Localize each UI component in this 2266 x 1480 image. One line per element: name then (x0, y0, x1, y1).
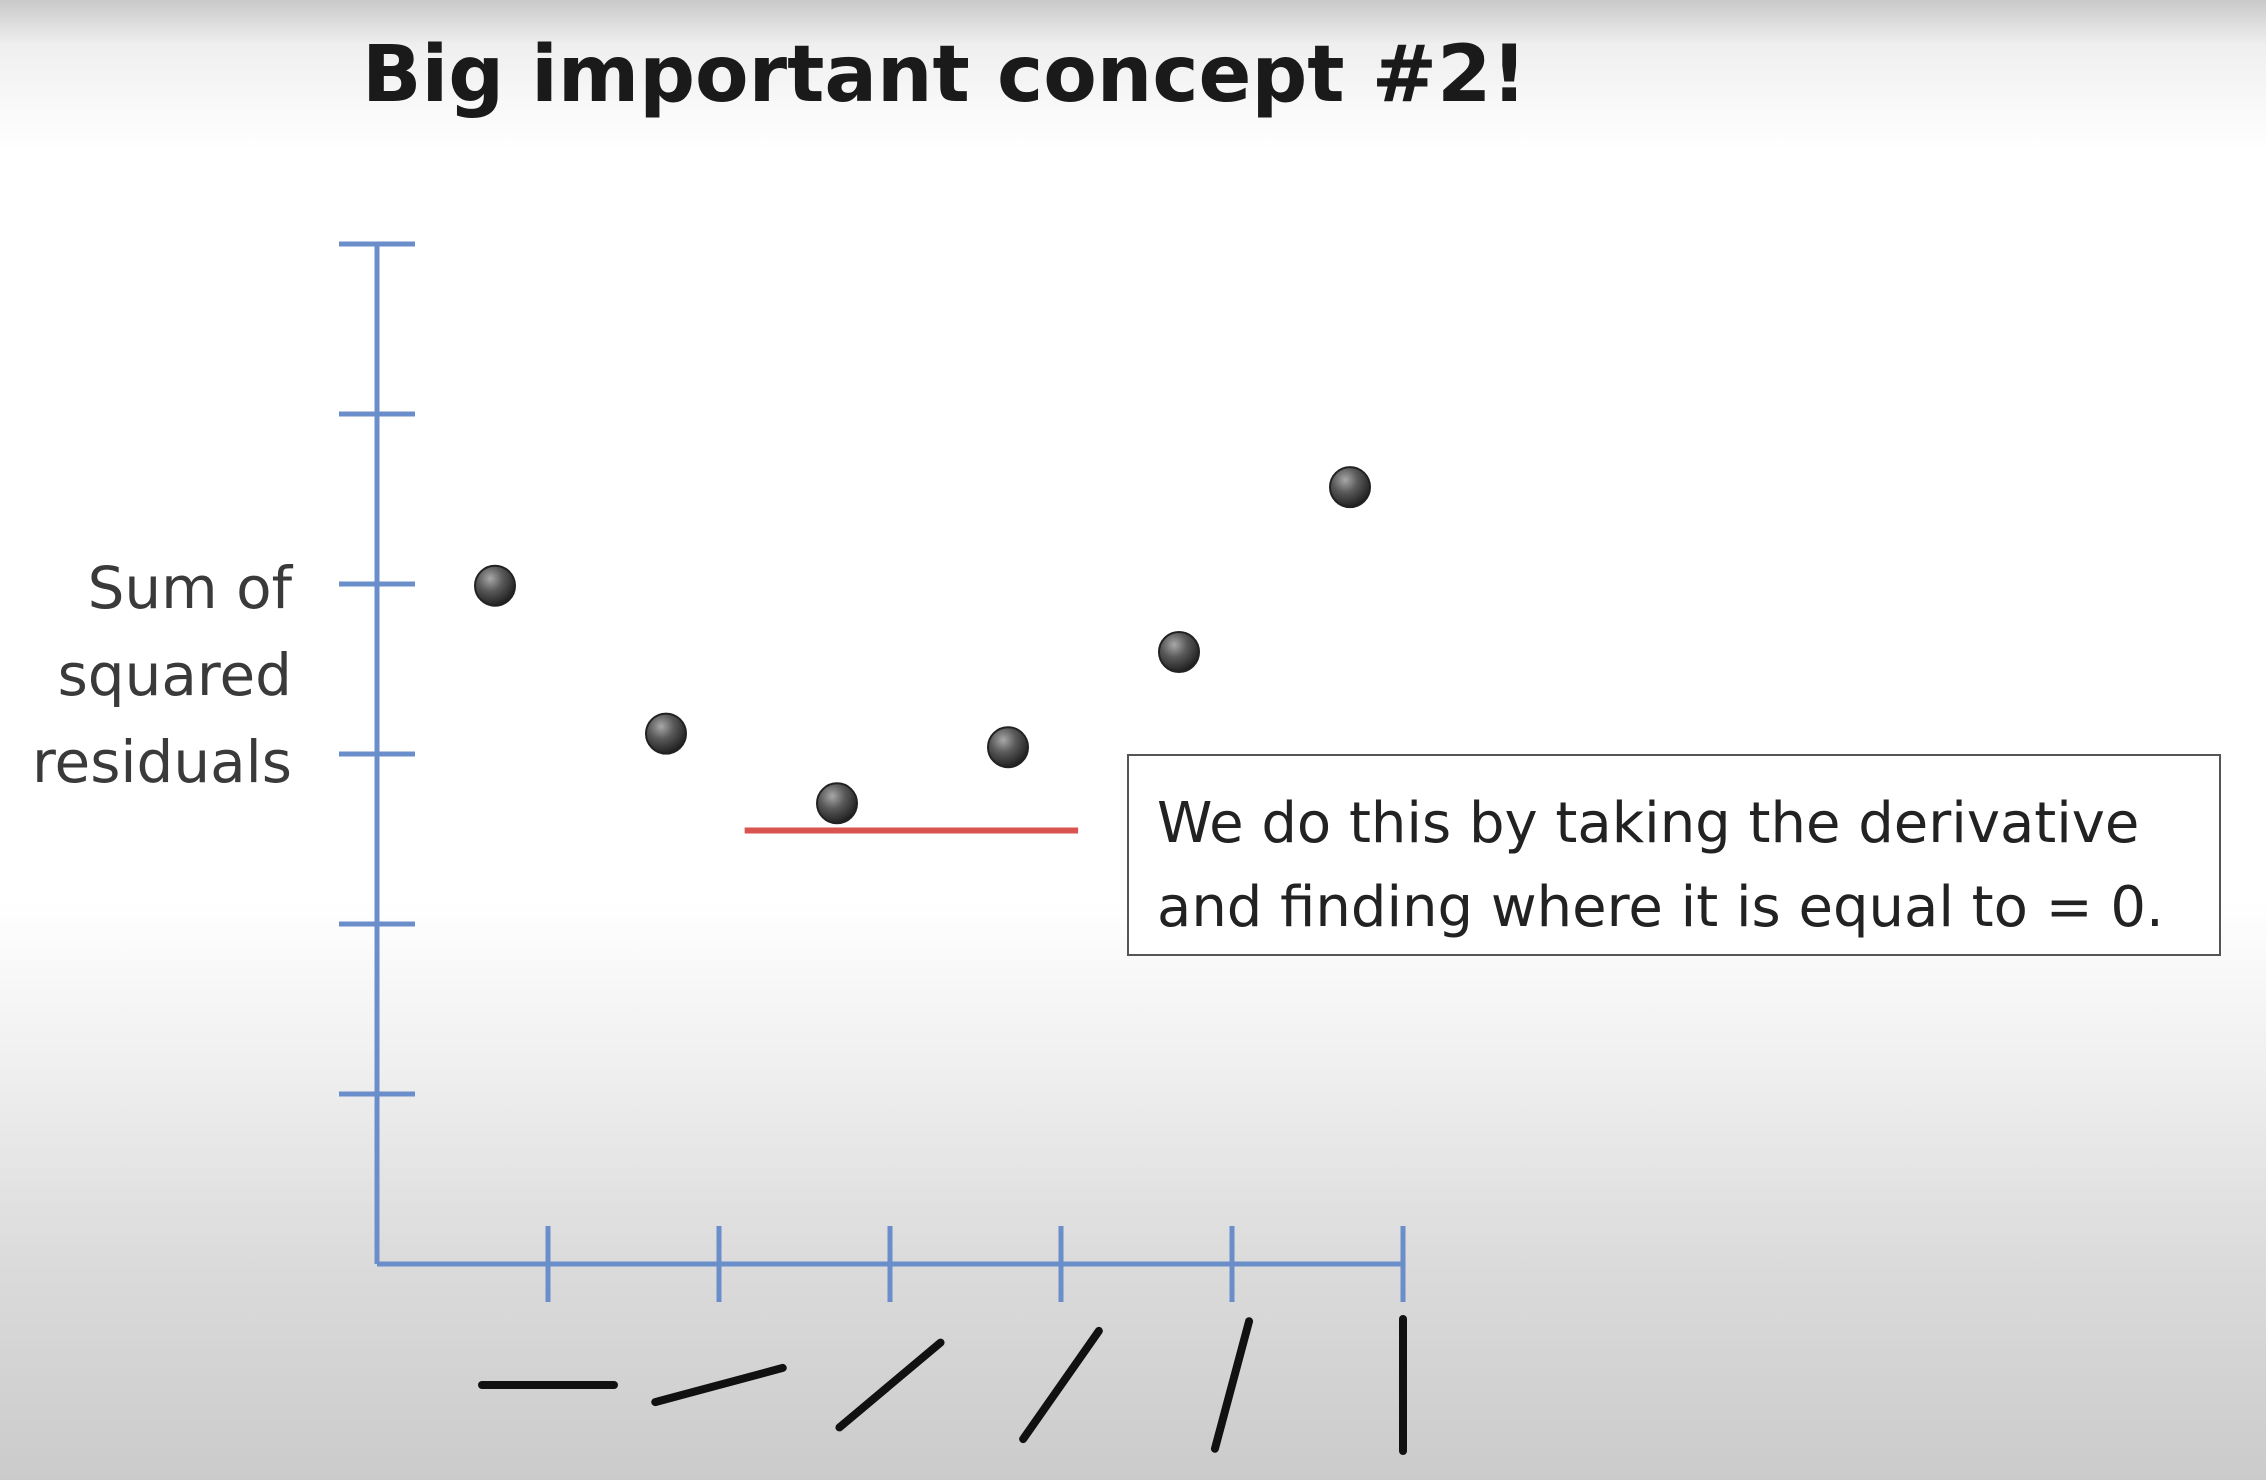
data-point-dot (645, 712, 687, 755)
y-axis-label-line: squared (57, 641, 292, 709)
data-point-dot (1158, 631, 1200, 673)
data-point (1329, 466, 1371, 509)
slope-glyph (651, 1363, 787, 1407)
callout-box: We do this by taking the derivative and … (1127, 754, 2221, 956)
slope-glyph (835, 1338, 945, 1432)
slope-glyph (1019, 1326, 1103, 1444)
data-point (987, 726, 1029, 769)
data-point-dot (474, 564, 516, 607)
data-point (474, 564, 516, 607)
slope-glyph (1210, 1317, 1254, 1453)
data-point-dot (987, 726, 1029, 769)
axes (339, 241, 1406, 1302)
y-axis-label-line: Sum of (87, 554, 292, 622)
callout-line: and finding where it is equal to = 0. (1157, 875, 2164, 940)
y-axis-label: Sum of squared residuals (20, 545, 292, 806)
data-point (645, 712, 687, 755)
points-layer (474, 466, 1371, 825)
slide-title: Big important concept #2! (362, 30, 1527, 120)
data-point-dot (1329, 466, 1371, 509)
data-point-dot (816, 782, 858, 825)
callout-line: We do this by taking the derivative (1157, 791, 2140, 856)
data-point (816, 782, 858, 825)
y-axis-label-line: residuals (31, 728, 292, 796)
x-tick-glyphs (478, 1315, 1407, 1455)
data-point (1158, 631, 1200, 673)
